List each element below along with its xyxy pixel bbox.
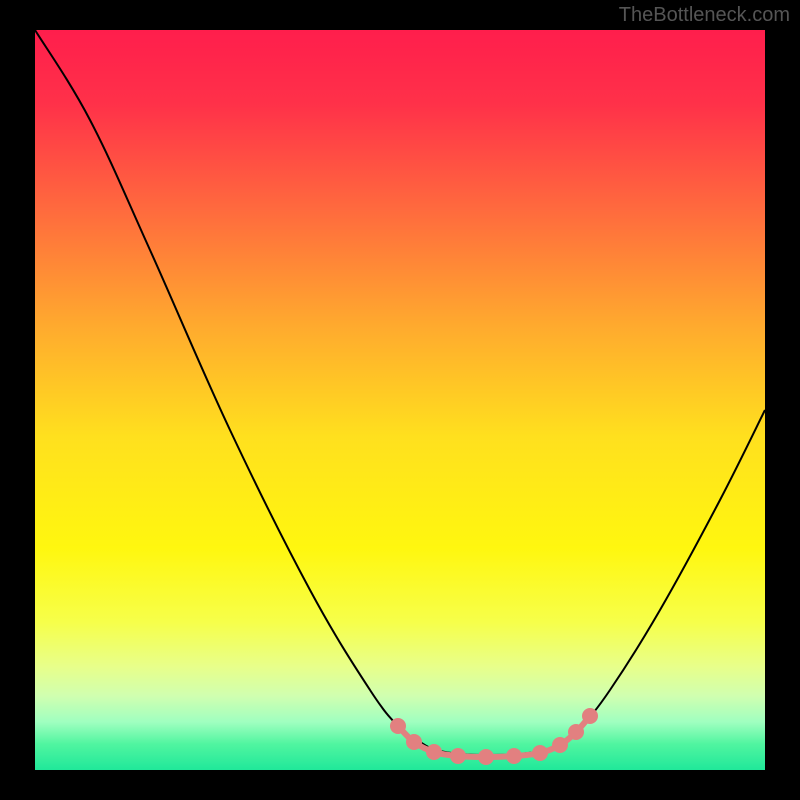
bead-point	[478, 749, 494, 765]
bead-point	[582, 708, 598, 724]
bead-point	[450, 748, 466, 764]
bead-point	[406, 734, 422, 750]
bead-point	[568, 724, 584, 740]
plot-area	[35, 30, 765, 770]
bead-point	[552, 737, 568, 753]
chart-stage: TheBottleneck.com	[0, 0, 800, 800]
bead-point	[426, 744, 442, 760]
bottleneck-chart	[0, 0, 800, 800]
bead-point	[532, 745, 548, 761]
bead-point	[390, 718, 406, 734]
watermark-text: TheBottleneck.com	[619, 4, 790, 27]
bead-point	[506, 748, 522, 764]
